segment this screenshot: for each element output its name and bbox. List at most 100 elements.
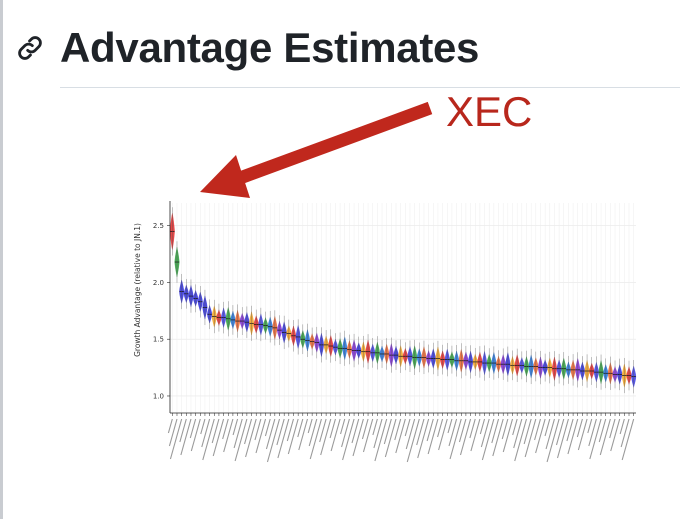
y-tick-label-3: 2.5 — [153, 222, 164, 230]
x-tick-label-illegible — [297, 418, 304, 438]
x-tick-label-illegible — [535, 418, 546, 454]
x-tick-label-illegible — [374, 418, 388, 462]
x-tick-label-illegible — [180, 418, 192, 456]
x-tick-label-illegible — [320, 418, 332, 456]
x-tick-label-illegible — [479, 418, 486, 435]
x-tick-label-illegible — [556, 418, 569, 459]
x-tick-label-illegible — [619, 418, 625, 435]
x-tick-label-illegible — [470, 418, 481, 452]
y-tick-label-2: 2.0 — [153, 279, 164, 287]
x-tick-label-illegible — [512, 418, 518, 436]
x-tick-label-illegible — [212, 418, 225, 457]
section-heading: Advantage Estimates — [16, 18, 479, 78]
x-tick-label-illegible — [352, 418, 364, 457]
x-tick-label-illegible — [233, 418, 243, 449]
x-tick-label-illegible — [620, 418, 630, 448]
x-tick-label-illegible — [458, 418, 467, 443]
x-tick-label-illegible — [245, 418, 257, 458]
x-tick-label-illegible — [361, 418, 369, 440]
x-tick-label-illegible — [277, 418, 290, 459]
y-tick-labels: 1.0 1.5 2.0 2.5 — [153, 222, 170, 400]
y-tick-label-1: 1.5 — [153, 336, 164, 344]
x-tick-label-illegible — [404, 418, 411, 437]
x-tick-label-illegible — [168, 418, 178, 447]
x-tick-label-illegible — [545, 418, 555, 450]
x-tick-label-illegible — [373, 418, 383, 449]
x-tick-label-illegible — [589, 418, 602, 460]
x-tick-label-illegible — [169, 418, 183, 460]
x-tick-label-illegible — [513, 418, 523, 449]
x-tick-label-illegible — [372, 418, 378, 436]
x-tick-label-illegible — [544, 418, 551, 437]
x-tick-label-illegible — [265, 418, 276, 450]
x-tick-label-illegible — [190, 418, 201, 452]
x-tick-label-illegible — [576, 418, 583, 438]
chart-axes — [169, 201, 636, 414]
violin-chart: 1.0 1.5 2.0 2.5 Growth Advantage (relative … — [133, 201, 637, 463]
x-tick-label-illegible — [449, 418, 462, 460]
x-tick-label-illegible — [448, 418, 458, 447]
x-tick-label-illegible — [244, 418, 253, 445]
x-tick-label-illegible — [566, 418, 574, 442]
x-tick-label-illegible — [308, 418, 318, 447]
y-tick-label-0: 1.0 — [153, 392, 164, 400]
x-tick-label-illegible — [427, 418, 439, 455]
x-tick-label-illegible — [481, 418, 495, 461]
x-tick-label-illegible — [395, 418, 406, 454]
x-tick-label-illegible — [514, 418, 528, 462]
x-tick-label-illegible — [577, 418, 588, 451]
x-tick-label-illegible — [329, 418, 336, 439]
left-border — [0, 0, 3, 519]
page-title: Advantage Estimates — [60, 24, 480, 71]
x-tick-label-illegible — [340, 418, 346, 435]
x-tick-label-illegible — [588, 418, 597, 447]
x-tick-label-illegible — [167, 418, 173, 434]
xec-callout-label: XEC — [446, 88, 533, 135]
x-tick-label-illegible — [459, 418, 472, 456]
x-tick-label-illegible — [341, 418, 350, 448]
chart-violins — [169, 207, 637, 394]
x-tick-label-illegible — [502, 418, 514, 453]
x-tick-label-illegible — [342, 418, 355, 461]
x-tick-label-illegible — [222, 418, 229, 440]
x-tick-label-illegible — [319, 418, 327, 443]
x-tick-label-illegible — [362, 418, 374, 453]
x-tick-label-illegible — [587, 418, 593, 434]
heading-divider — [60, 87, 680, 88]
x-tick-label-illegible — [255, 418, 267, 454]
x-tick-label-illegible — [609, 418, 616, 439]
x-tick-label-illegible — [384, 418, 397, 458]
x-tick-label-illegible — [200, 418, 206, 435]
x-tick-label-illegible — [309, 418, 322, 460]
x-tick-label-illegible — [179, 418, 187, 443]
x-tick-label-illegible — [501, 418, 509, 440]
x-tick-label-illegible — [524, 418, 537, 458]
x-tick-label-illegible — [211, 418, 220, 444]
x-tick-label-illegible — [286, 418, 295, 442]
x-tick-label-illegible — [534, 418, 541, 441]
x-tick-label-illegible — [447, 418, 453, 434]
x-tick-label-illegible — [406, 418, 420, 463]
x-tick-label-illegible — [417, 418, 430, 459]
x-tick-label-illegible — [394, 418, 402, 441]
x-tick-label-illegible — [469, 418, 476, 439]
x-tick-label-illegible — [232, 418, 239, 436]
x-tick-label-illegible — [276, 418, 285, 446]
x-tick-label-illegible — [480, 418, 490, 448]
x-tick-label-illegible — [189, 418, 197, 439]
x-tick-label-illegible — [266, 418, 281, 463]
chart-grid — [170, 203, 636, 413]
x-tick-label-illegible — [330, 418, 341, 452]
x-tick-label-illegible — [264, 418, 271, 437]
x-tick-label-illegible — [202, 418, 215, 461]
x-tick-label-illegible — [223, 418, 234, 453]
y-axis-label: Growth Advantage (relative to JN.1) — [133, 223, 142, 357]
x-tick-label-illegible — [201, 418, 211, 448]
x-tick-label-illegible — [307, 418, 313, 434]
link-icon[interactable] — [16, 34, 44, 62]
x-tick-label-illegible — [492, 418, 504, 457]
x-tick-label-illegible — [598, 418, 607, 443]
x-tick-label-illegible — [610, 418, 621, 452]
x-tick-label-illegible — [599, 418, 611, 456]
